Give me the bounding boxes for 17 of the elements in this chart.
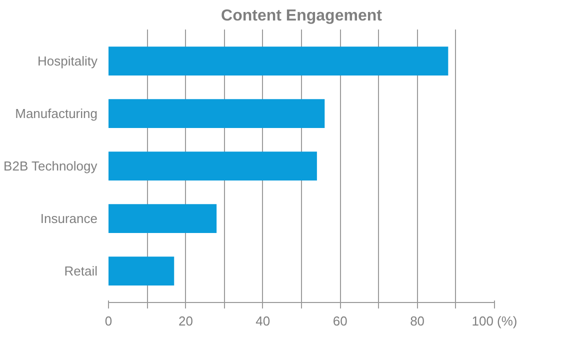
x-tick-label: 100 (%) [472, 314, 518, 328]
x-tick-label: 20 [178, 314, 193, 328]
bar [108, 256, 174, 286]
x-tick-label: 60 [332, 314, 348, 328]
y-tick-label: Insurance [40, 211, 98, 226]
bar [108, 204, 217, 233]
x-tick-label: 40 [256, 314, 270, 328]
y-tick-label: Retail [64, 264, 98, 278]
bar [108, 46, 448, 76]
bar [108, 99, 325, 128]
x-tick-label: 0 [104, 314, 112, 328]
y-tick-label: Manufacturing [15, 106, 98, 121]
chart-title: Content Engagement [221, 8, 383, 24]
x-tick-label: 80 [410, 314, 425, 328]
bar [108, 152, 317, 180]
y-tick-label: Hospitality [38, 54, 98, 68]
y-tick-label: B2B Technology [4, 158, 98, 174]
